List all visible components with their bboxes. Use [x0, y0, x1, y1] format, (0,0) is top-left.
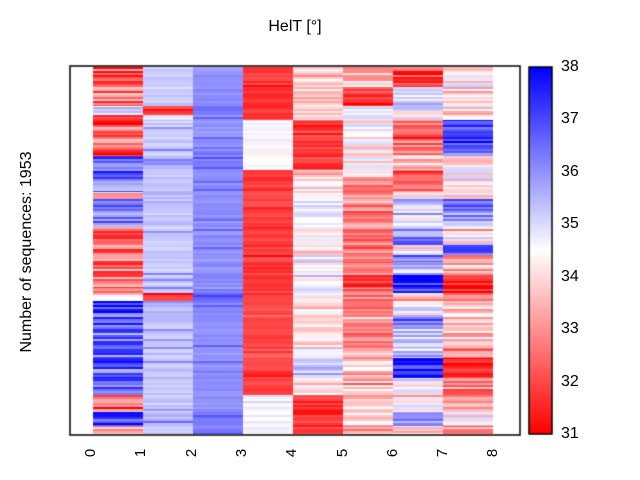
x-tick-label-2: 2 [182, 448, 200, 458]
x-tick-label-8: 8 [484, 448, 502, 458]
x-tick-label-6: 6 [383, 448, 401, 458]
colorbar-tick-label-34: 34 [561, 267, 579, 285]
colorbar-tick-label-38: 38 [561, 58, 579, 75]
colorbar-tick-label-36: 36 [561, 162, 579, 180]
x-tick-label-5: 5 [333, 448, 351, 458]
x-tick-label-7: 7 [434, 448, 452, 458]
y-axis-label: Number of sequences: 1953 [18, 151, 35, 353]
x-tick-label-4: 4 [283, 448, 301, 458]
chart-title: HelT [°] [268, 18, 322, 35]
colorbar-tick-label-37: 37 [561, 110, 579, 128]
colorbar-tick-label-33: 33 [561, 320, 579, 338]
colorbar-tick-label-35: 35 [561, 215, 579, 233]
x-tick-label-3: 3 [232, 448, 250, 458]
colorbar-tick-label-32: 32 [561, 372, 579, 390]
x-tick-label-0: 0 [82, 448, 99, 458]
x-tick-label-1: 1 [132, 448, 150, 458]
colorbar-tick-label-31: 31 [561, 425, 579, 442]
